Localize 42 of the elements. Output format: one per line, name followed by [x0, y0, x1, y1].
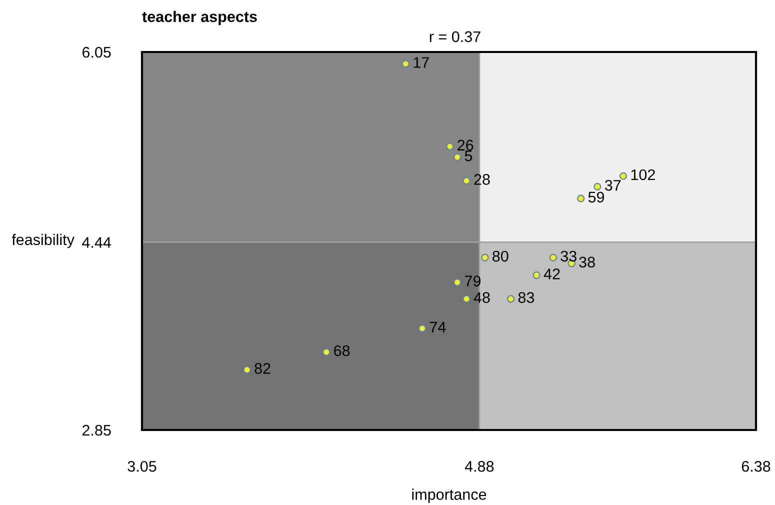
text: 37 — [604, 180, 621, 191]
text: 102 — [631, 169, 655, 180]
text: 28 — [474, 174, 490, 185]
y-tick-label: 4.44 — [82, 237, 111, 248]
text: 80 — [492, 250, 508, 262]
text: r = 0.37 — [430, 31, 480, 42]
point — [594, 182, 602, 190]
point — [619, 172, 628, 180]
text: 5 — [464, 150, 472, 162]
point — [322, 348, 330, 356]
point — [481, 254, 489, 262]
y-tick-label: 2.85 — [82, 424, 111, 436]
text: 38 — [579, 256, 595, 268]
x-axis-title: importance — [412, 488, 486, 503]
point — [549, 254, 557, 262]
y-tick-label: 6.05 — [82, 46, 111, 58]
point — [418, 324, 426, 332]
point — [577, 194, 585, 202]
text: 83 — [518, 292, 534, 303]
x-tick-label: 6.38 — [742, 460, 770, 472]
point — [462, 176, 470, 185]
text: 74 — [430, 322, 446, 332]
point — [243, 366, 251, 374]
text: 33 — [560, 250, 576, 262]
y-axis-title: feasibility — [12, 234, 74, 248]
point — [446, 142, 454, 150]
point — [453, 153, 462, 161]
text: 26 — [458, 140, 474, 151]
text: 17 — [414, 57, 429, 68]
point — [532, 271, 540, 280]
point — [453, 278, 462, 286]
x-tick-label: 3.05 — [128, 460, 156, 472]
point — [402, 60, 410, 68]
x-tick-label: 4.88 — [464, 460, 494, 472]
text: 42 — [544, 268, 560, 280]
chart-title: teacher aspects — [142, 10, 257, 26]
point — [462, 295, 470, 303]
text: 82 — [254, 363, 270, 374]
text: 48 — [474, 292, 490, 303]
text: 59 — [588, 192, 604, 203]
point — [506, 295, 515, 303]
text: 68 — [334, 345, 350, 356]
